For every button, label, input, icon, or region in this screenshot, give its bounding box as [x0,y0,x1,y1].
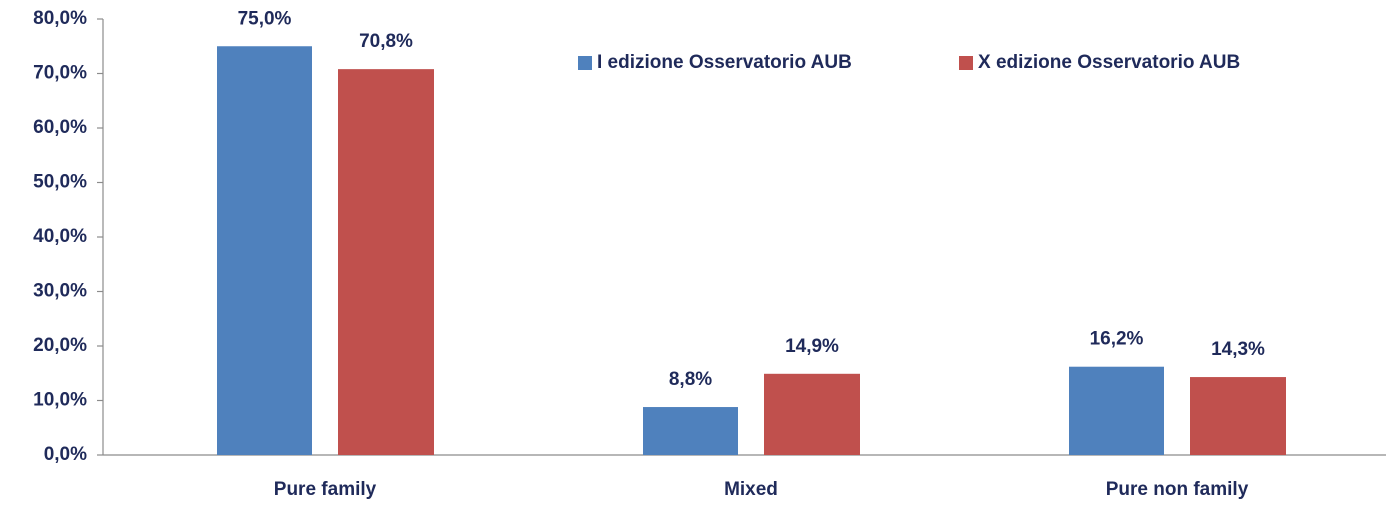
y-tick-label: 70,0% [33,63,87,84]
value-label: 14,3% [1211,339,1265,360]
y-tick-label: 0,0% [44,444,87,465]
bar [1069,366,1164,455]
x-tick-label: Pure family [274,479,377,500]
y-tick-label: 10,0% [33,390,87,411]
y-tick-label: 20,0% [33,335,87,356]
legend-label: X edizione Osservatorio AUB [978,52,1240,73]
y-tick-label: 30,0% [33,281,87,302]
legend-swatch [578,56,592,70]
bar [764,373,860,455]
x-tick-label: Mixed [724,479,778,500]
value-label: 70,8% [359,31,413,52]
legend-swatch [959,56,973,70]
y-tick-label: 40,0% [33,226,87,247]
y-tick-label: 80,0% [33,8,87,29]
value-label: 75,0% [238,8,292,29]
bar [338,69,434,455]
bar [643,407,738,455]
value-label: 16,2% [1090,329,1144,350]
value-label: 14,9% [785,336,839,357]
value-label: 8,8% [669,369,712,390]
x-tick-label: Pure non family [1106,479,1249,500]
bar [217,46,312,455]
bar [1190,377,1286,455]
legend-label: I edizione Osservatorio AUB [597,52,852,73]
y-tick-label: 60,0% [33,117,87,138]
y-tick-label: 50,0% [33,172,87,193]
